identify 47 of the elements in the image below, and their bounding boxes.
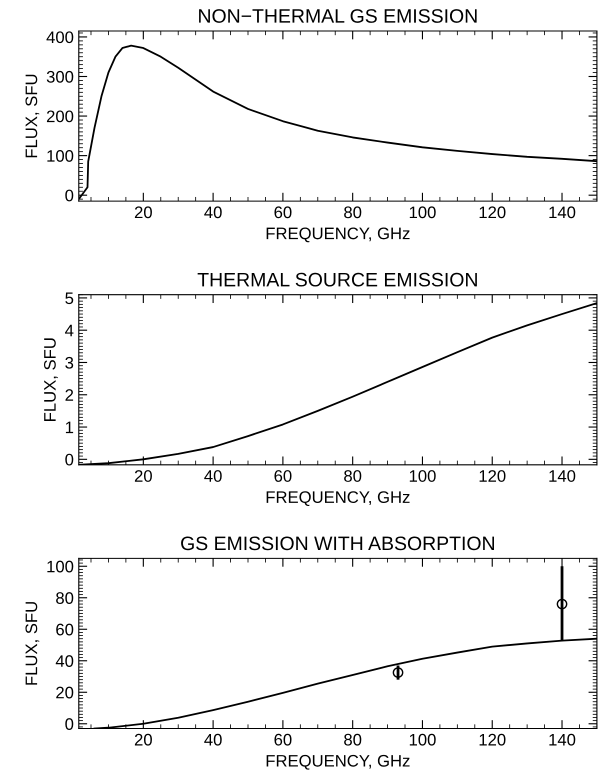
x-tick-label: 40 [204, 470, 222, 482]
x-tick-label: 40 [204, 206, 222, 218]
y-tick-label: 400 [46, 31, 74, 44]
y-tick-label: 3 [65, 356, 74, 369]
y-tick-label: 0 [65, 454, 74, 466]
y-tick-label: 0 [65, 718, 74, 730]
chart-title: NON−THERMAL GS EMISSION [199, 9, 477, 23]
x-tick-label: 100 [410, 734, 436, 746]
y-axis-title: FLUX, SFU [25, 74, 40, 158]
y-tick-label: 0 [65, 190, 74, 202]
y-axis-title: FLUX, SFU [25, 602, 40, 685]
x-tick-label: 80 [344, 206, 362, 218]
x-tick-label: 120 [480, 470, 506, 482]
x-tick-label: 100 [410, 206, 436, 218]
x-tick-label: 140 [549, 734, 576, 746]
y-tick-label: 4 [65, 324, 74, 336]
y-tick-label: 80 [56, 592, 74, 604]
x-tick-label: 140 [549, 206, 576, 218]
x-tick-label: 60 [274, 734, 292, 746]
y-tick-label: 20 [56, 686, 74, 698]
x-axis-title: FREQUENCY, GHz [266, 228, 410, 242]
y-tick-label: 100 [47, 150, 74, 162]
chart-title: THERMAL SOURCE EMISSION [198, 272, 477, 287]
x-tick-label: 40 [204, 734, 222, 746]
x-tick-label: 100 [410, 470, 436, 482]
y-tick-label: 200 [46, 110, 74, 122]
x-tick-label: 60 [274, 206, 292, 218]
y-tick-label: 60 [56, 624, 74, 636]
x-tick-label: 60 [274, 470, 292, 482]
y-tick-label: 2 [65, 389, 74, 401]
x-tick-label: 20 [134, 206, 152, 218]
x-tick-label: 140 [549, 470, 576, 482]
y-tick-label: 5 [65, 292, 74, 304]
y-axis-title: FLUX, SFU [44, 338, 58, 421]
y-tick-label: 1 [66, 422, 74, 434]
y-tick-label: 300 [46, 70, 74, 83]
x-tick-label: 20 [134, 470, 152, 482]
y-tick-label: 40 [56, 655, 74, 667]
x-tick-label: 120 [480, 206, 506, 218]
x-tick-label: 80 [344, 734, 362, 746]
x-tick-label: 120 [480, 734, 506, 746]
x-tick-label: 80 [344, 470, 362, 482]
y-tick-label: 100 [47, 560, 74, 572]
x-axis-title: FREQUENCY, GHz [266, 491, 410, 506]
x-tick-label: 20 [134, 734, 152, 746]
chart-title: GS EMISSION WITH ABSORPTION [181, 536, 494, 550]
x-axis-title: FREQUENCY, GHz [266, 754, 410, 770]
